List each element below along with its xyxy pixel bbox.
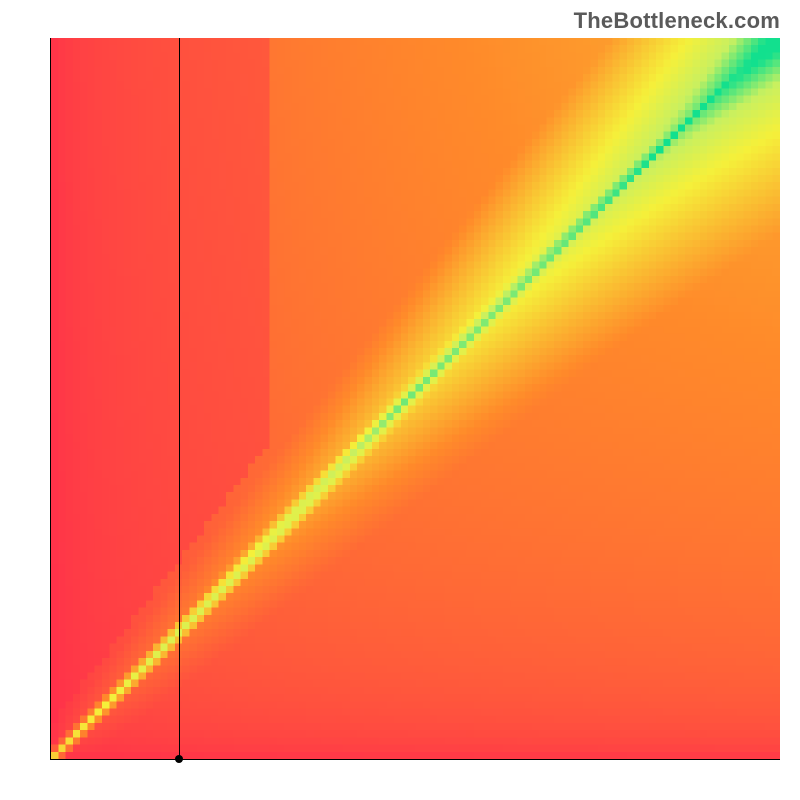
watermark-text: TheBottleneck.com (574, 8, 780, 34)
marker-dot (175, 755, 183, 763)
chart-container: TheBottleneck.com (0, 0, 800, 800)
heatmap-canvas (51, 38, 780, 759)
marker-vertical-line (179, 38, 180, 759)
plot-area (50, 38, 780, 760)
